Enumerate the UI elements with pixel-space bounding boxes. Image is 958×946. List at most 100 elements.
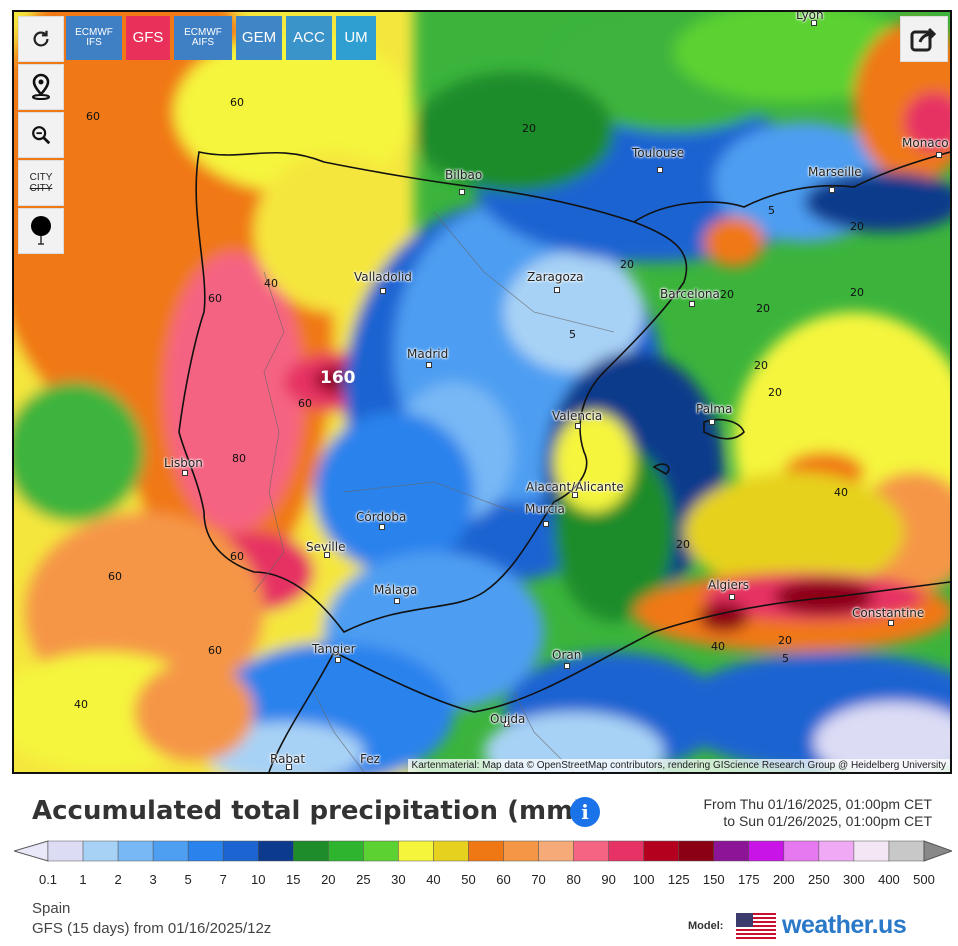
city-constantine: Constantine	[852, 606, 925, 620]
map-pin-icon	[32, 73, 50, 100]
us-flag-icon	[736, 913, 776, 939]
contour-label: 20	[620, 258, 634, 271]
legend-tick: 80	[566, 872, 581, 887]
contour-label: 20	[850, 286, 864, 299]
legend-swatch	[398, 840, 434, 862]
legend-tick: 40	[426, 872, 441, 887]
zoom-out-icon	[32, 126, 51, 145]
range-from: From Thu 01/16/2025, 01:00pm CET	[703, 796, 932, 812]
city-lisbon: Lisbon	[164, 456, 203, 470]
city-toulouse: Toulouse	[632, 146, 685, 160]
city-oran: Oran	[552, 648, 582, 662]
city-marseille: Marseille	[808, 165, 862, 179]
city-cordoba: Córdoba	[356, 510, 407, 524]
legend-swatch	[538, 840, 574, 862]
model-button-label: ACC	[293, 29, 325, 47]
run-label: GFS (15 days) from 01/16/2025/12z	[32, 920, 272, 937]
legend-swatch	[328, 840, 364, 862]
legend-tick: 100	[632, 872, 655, 887]
precipitation-field	[14, 12, 950, 772]
legend-swatch	[853, 840, 890, 862]
contour-label: 20	[768, 386, 782, 399]
city-bilbao: Bilbao	[445, 168, 483, 182]
precipitation-map[interactable]: Lyon Monaco Toulouse Marseille Bilbao Va…	[12, 10, 952, 774]
contour-label: 80	[232, 452, 246, 465]
contour-label: 160	[320, 368, 356, 388]
city-toggle-button[interactable]: CITY CITY	[18, 160, 64, 206]
city-label: CITY	[29, 172, 53, 183]
share-icon	[910, 27, 937, 52]
city-rabat: Rabat	[270, 752, 306, 766]
legend-tick: 300	[843, 872, 865, 887]
legend-tick: 400	[878, 872, 900, 887]
color-legend	[14, 840, 952, 862]
zoom-out-button[interactable]	[18, 112, 64, 158]
model-button-label: GEM	[241, 29, 277, 47]
time-range: From Thu 01/16/2025, 01:00pm CET to Sun …	[703, 796, 932, 830]
legend-swatch	[783, 840, 820, 862]
legend-tick: 500	[913, 872, 935, 887]
contour-label: 40	[264, 277, 278, 290]
legend-tick: 0.1	[38, 872, 58, 887]
contour-label: 5	[768, 204, 775, 217]
legend-tick: 15	[286, 872, 301, 887]
legend-swatch	[293, 840, 329, 862]
legend-tick: 7	[219, 872, 227, 887]
model-button-label: UM	[344, 29, 368, 47]
legend-tick: 175	[737, 872, 760, 887]
brand-logo[interactable]: weather.us	[782, 911, 907, 939]
chart-title: Accumulated total precipitation (mm)	[32, 796, 586, 826]
contour-label: 60	[230, 550, 244, 563]
refresh-icon	[33, 30, 49, 47]
city-palma: Palma	[696, 402, 733, 416]
city-zaragoza: Zaragoza	[527, 270, 584, 284]
city-algiers: Algiers	[708, 578, 750, 592]
model-button-um[interactable]: UM	[336, 16, 376, 60]
range-to: to Sun 01/26/2025, 01:00pm CET	[723, 813, 932, 829]
contour-label: 5	[782, 652, 789, 665]
model-button-label: ECMWF IFS	[75, 26, 113, 48]
legend-swatch	[503, 840, 539, 862]
legend-tick: 5	[184, 872, 192, 887]
city-monaco: Monaco	[902, 136, 949, 150]
reload-button[interactable]	[18, 16, 64, 62]
legend-tick: 1	[79, 872, 87, 887]
legend-tick: 3	[149, 872, 157, 887]
model-button-ecmwf-aifs[interactable]: ECMWF AIFS	[174, 16, 232, 60]
contour-label: 60	[230, 96, 244, 109]
city-valladolid: Valladolid	[354, 270, 412, 284]
contour-label: 20	[850, 220, 864, 233]
legend-tick: 90	[601, 872, 616, 887]
city-label-struck: CITY	[29, 183, 53, 194]
legend-swatch	[748, 840, 785, 862]
contour-label: 60	[298, 397, 312, 410]
city-valencia: Valencia	[552, 409, 603, 423]
legend-arrow-high	[923, 840, 952, 862]
legend-swatch	[573, 840, 609, 862]
info-icon[interactable]: i	[570, 797, 600, 827]
legend-swatch	[608, 840, 644, 862]
contour-label: 40	[711, 640, 725, 653]
model-button-gem[interactable]: GEM	[236, 16, 282, 60]
map-attribution: Kartenmaterial: Map data © OpenStreetMap…	[407, 759, 950, 772]
share-button[interactable]	[900, 16, 948, 62]
contour-label: 60	[208, 644, 222, 657]
model-button-ecmwf-ifs[interactable]: ECMWF IFS	[66, 16, 122, 60]
city-fez: Fez	[360, 752, 380, 766]
point-forecast-button[interactable]	[18, 208, 64, 254]
legend-tick: 10	[251, 872, 266, 887]
legend-tick: 250	[808, 872, 830, 887]
legend-swatch	[257, 840, 294, 862]
location-button[interactable]	[18, 64, 64, 110]
contour-label: 40	[834, 486, 848, 499]
model-button-acc[interactable]: ACC	[286, 16, 332, 60]
contour-label: 20	[754, 359, 768, 372]
legend-swatch	[818, 840, 855, 862]
legend-swatch	[47, 840, 84, 862]
model-label: Model:	[688, 920, 724, 932]
model-button-gfs[interactable]: GFS	[126, 16, 170, 60]
legend-swatch	[643, 840, 679, 862]
model-button-label: GFS	[132, 29, 164, 47]
legend-tick: 200	[772, 872, 795, 887]
city-murcia: Murcia	[525, 502, 565, 516]
